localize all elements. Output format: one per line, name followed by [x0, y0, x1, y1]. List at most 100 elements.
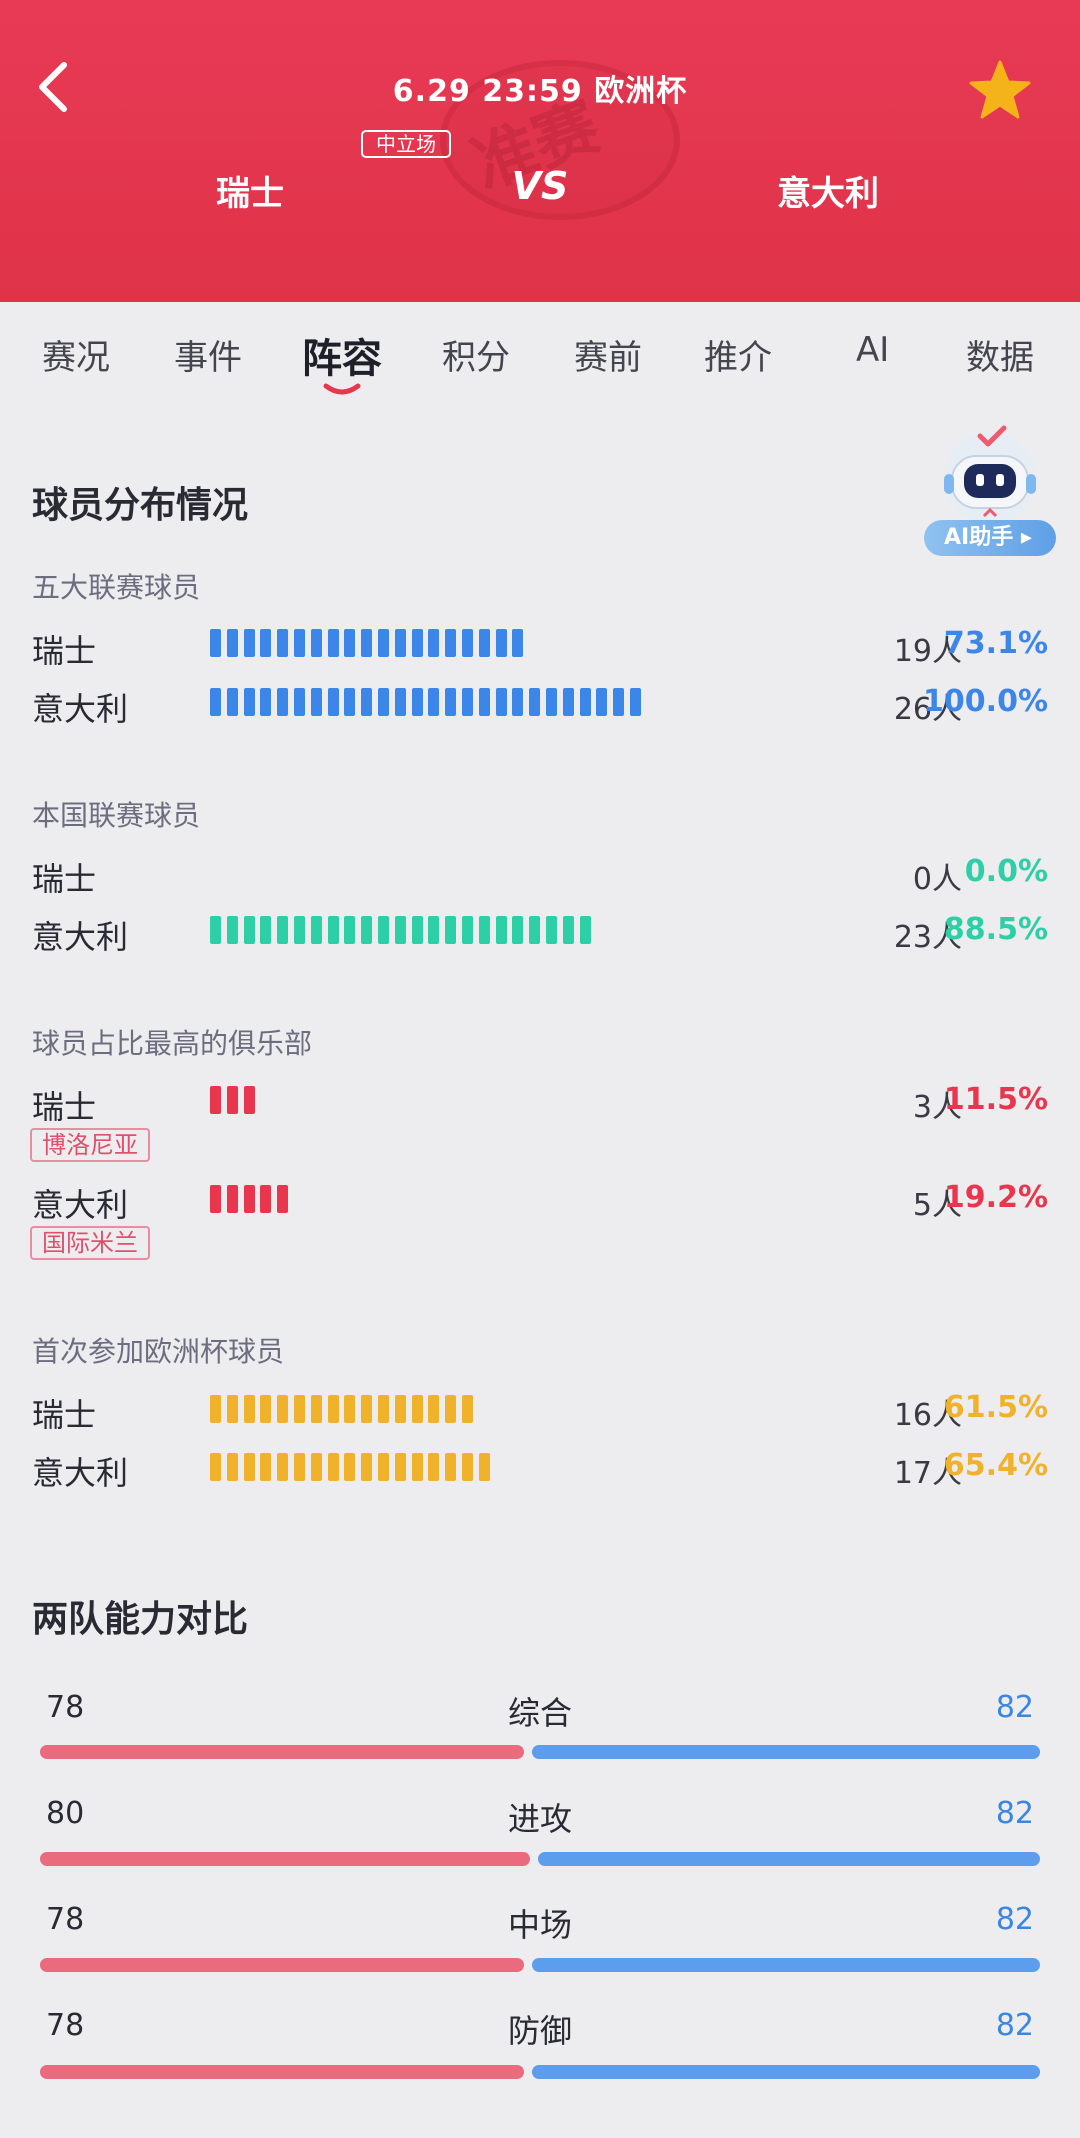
row-count: 16人	[893, 1398, 962, 1433]
bar-segment	[394, 629, 406, 657]
bar-segment	[294, 1395, 305, 1423]
ai-assistant-label: AI助手 ▸	[924, 520, 1056, 556]
tab-events[interactable]: 事件	[174, 338, 242, 378]
row-percent: 100.0%	[923, 684, 1048, 719]
bar-segment	[277, 1185, 289, 1213]
distribution-section-title: 球员分布情况	[32, 485, 249, 526]
bar-segment	[495, 916, 507, 944]
bar-segment	[260, 1185, 272, 1213]
row-team-label: 瑞士	[32, 1396, 97, 1434]
bar-segment	[478, 629, 490, 657]
bar-segment	[596, 688, 608, 716]
bar-segment	[210, 688, 221, 716]
rating-label: 中场	[507, 1906, 572, 1944]
favorite-button[interactable]	[968, 58, 1032, 122]
rating-label: 进攻	[507, 1800, 572, 1838]
bar-segment	[327, 1453, 339, 1481]
bar-segment	[445, 1453, 457, 1481]
back-button[interactable]	[24, 52, 84, 122]
home-rating-bar	[40, 1745, 524, 1759]
bar-segment	[529, 688, 541, 716]
bar-segment	[445, 629, 457, 657]
bar-segment	[294, 629, 305, 657]
bar-segment	[277, 629, 289, 657]
bar-segment	[277, 688, 289, 716]
bar-segment	[394, 688, 406, 716]
bar-segment	[445, 1395, 457, 1423]
active-tab-indicator	[323, 383, 361, 395]
bar-segment	[243, 629, 255, 657]
row-count: 0人	[912, 862, 962, 897]
bar-segment	[361, 1395, 373, 1423]
bar-segment	[411, 916, 423, 944]
bar-segment	[546, 688, 557, 716]
home-rating: 78	[46, 2008, 85, 2043]
bar-segment	[478, 688, 490, 716]
bar-segment	[428, 629, 440, 657]
bar-segment	[562, 916, 574, 944]
away-rating: 82	[995, 1902, 1034, 1937]
bar-segment	[478, 916, 490, 944]
away-rating: 82	[995, 1690, 1034, 1725]
bar-segment	[361, 916, 373, 944]
tab-tips[interactable]: 推介	[704, 338, 772, 378]
bar-segment	[361, 629, 373, 657]
comparison-section-title: 两队能力对比	[32, 1599, 249, 1640]
bar-segment	[226, 629, 238, 657]
row-percent: 88.5%	[943, 912, 1048, 947]
bar-segment	[344, 1453, 356, 1481]
bar-segment	[327, 688, 339, 716]
row-count: 17人	[893, 1456, 962, 1491]
bar-segment	[613, 688, 625, 716]
bar-segment	[327, 1395, 339, 1423]
header-watermark	[440, 60, 680, 220]
bar-segment	[210, 629, 221, 657]
home-team-name: 瑞士	[216, 174, 284, 214]
tab-live[interactable]: 赛况	[42, 338, 110, 378]
bar-segment	[226, 688, 238, 716]
bar-segment	[260, 1395, 272, 1423]
row-count: 5人	[912, 1188, 962, 1223]
bar-segment	[378, 916, 389, 944]
bar-segment	[210, 1395, 221, 1423]
group-label-domestic-league: 本国联赛球员	[32, 799, 201, 832]
bar-segment	[210, 1185, 221, 1213]
row-count: 23人	[893, 920, 962, 955]
bar-segment	[260, 916, 272, 944]
bar-segment	[344, 629, 356, 657]
bar-segment	[378, 688, 389, 716]
bar-segment	[411, 1453, 423, 1481]
tab-ai[interactable]: AI	[856, 330, 890, 370]
home-rating-bar	[40, 2065, 524, 2079]
match-info: 6.29 23:59 欧洲杯	[392, 74, 688, 109]
away-team-name: 意大利	[777, 174, 879, 214]
bar-segment	[277, 1453, 289, 1481]
bar-segment	[546, 916, 557, 944]
tab-prematch[interactable]: 赛前	[574, 338, 642, 378]
bar-segment	[445, 688, 457, 716]
row-team-label: 瑞士	[32, 1088, 97, 1126]
bar-segment	[226, 1086, 238, 1114]
robot-icon	[944, 425, 1036, 524]
bar-segment	[260, 688, 272, 716]
away-rating: 82	[995, 2008, 1034, 2043]
group-label-first-euro: 首次参加欧洲杯球员	[32, 1335, 285, 1368]
tab-standings[interactable]: 积分	[442, 338, 510, 378]
ai-assistant-button[interactable]: AI助手 ▸	[924, 420, 1056, 556]
bar-segment	[344, 1395, 356, 1423]
bar-segment	[378, 1453, 389, 1481]
bar-segment	[260, 629, 272, 657]
bar-segment	[344, 916, 356, 944]
bar-segment	[310, 629, 322, 657]
bar-segment	[394, 916, 406, 944]
bar-segment	[243, 1086, 255, 1114]
row-percent: 11.5%	[943, 1082, 1048, 1117]
tab-lineup[interactable]: 阵容	[302, 336, 382, 382]
bar-segment	[243, 1453, 255, 1481]
bar-segment	[294, 688, 305, 716]
row-percent: 73.1%	[943, 626, 1048, 661]
tab-data[interactable]: 数据	[966, 338, 1034, 378]
bar-segment	[344, 688, 356, 716]
away-rating-bar	[531, 2065, 1040, 2079]
row-count: 19人	[893, 634, 962, 669]
